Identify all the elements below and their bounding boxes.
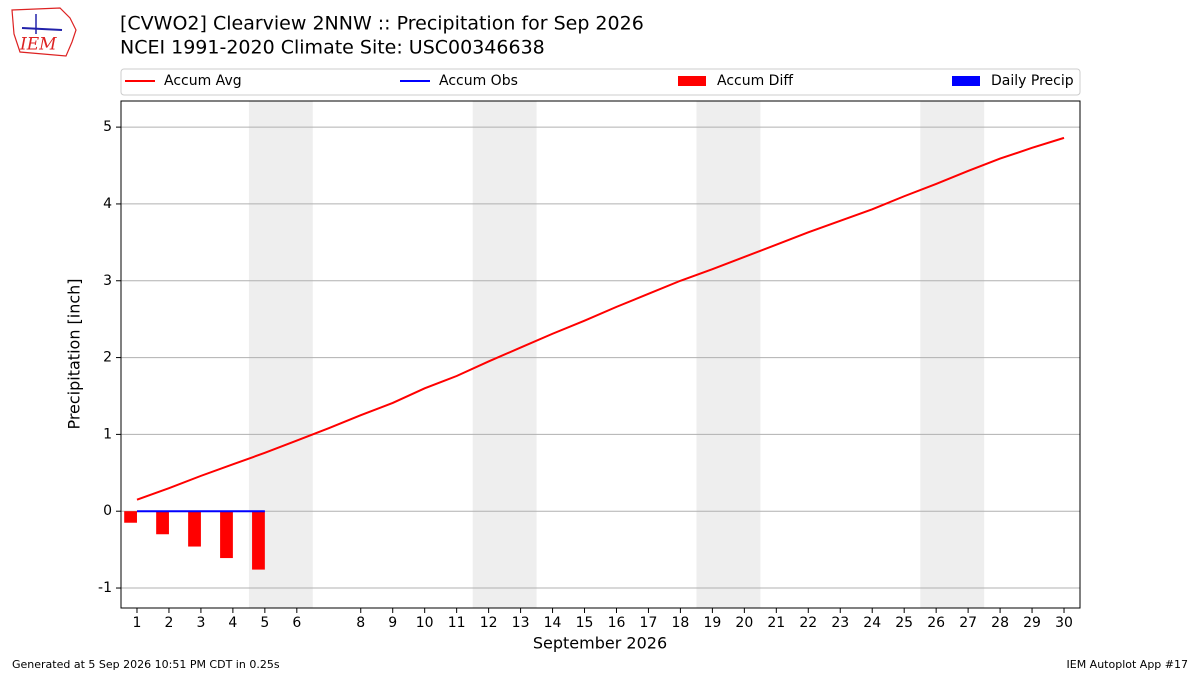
weekend-shading xyxy=(248,101,985,608)
y-tick-label: 0 xyxy=(103,503,112,519)
legend-label: Accum Avg xyxy=(164,73,242,89)
x-tick-label: 15 xyxy=(576,615,594,631)
x-tick-label: 11 xyxy=(448,615,466,631)
x-tick-label: 18 xyxy=(672,615,690,631)
x-tick-label: 25 xyxy=(895,615,913,631)
x-tick-label: 4 xyxy=(228,615,237,631)
x-tick-label: 22 xyxy=(799,615,817,631)
x-tick-label: 20 xyxy=(735,615,753,631)
footer-right: IEM Autoplot App #17 xyxy=(1067,658,1189,671)
x-tick-label: 3 xyxy=(196,615,205,631)
plot-frame xyxy=(120,100,1081,609)
x-tick-label: 16 xyxy=(608,615,626,631)
y-tick-label: 3 xyxy=(103,273,112,289)
x-tick-label: 10 xyxy=(416,615,434,631)
chart-title: [CVWO2] Clearview 2NNW :: Precipitation … xyxy=(120,13,644,35)
legend-swatch xyxy=(952,76,980,86)
x-tick-label: 30 xyxy=(1055,615,1073,631)
x-tick-label: 19 xyxy=(703,615,721,631)
logo: IEM xyxy=(11,7,77,57)
legend-label: Daily Precip xyxy=(991,73,1074,89)
x-axis-label: September 2026 xyxy=(533,634,667,653)
bar xyxy=(220,511,233,559)
x-tick-label: 8 xyxy=(356,615,365,631)
x-tick-label: 23 xyxy=(831,615,849,631)
x-tick-label: 27 xyxy=(959,615,977,631)
y-axis-label: Precipitation [inch] xyxy=(65,278,84,429)
footer-left: Generated at 5 Sep 2026 10:51 PM CDT in … xyxy=(12,658,280,671)
x-tick-label: 12 xyxy=(480,615,498,631)
x-tick-label: 26 xyxy=(927,615,945,631)
x-tick-label: 1 xyxy=(133,615,142,631)
x-tick-label: 21 xyxy=(767,615,785,631)
legend-label: Accum Diff xyxy=(717,73,793,89)
x-tick-label: 2 xyxy=(164,615,173,631)
line xyxy=(136,136,1065,501)
x-tick-label: 17 xyxy=(640,615,658,631)
bar xyxy=(188,511,201,547)
y-tick-label: 5 xyxy=(103,119,112,135)
chart-subtitle: NCEI 1991-2020 Climate Site: USC00346638 xyxy=(120,37,545,59)
x-tick-label: 28 xyxy=(991,615,1009,631)
x-tick-label: 14 xyxy=(544,615,562,631)
x-tick-label: 5 xyxy=(260,615,269,631)
x-tick-label: 6 xyxy=(292,615,301,631)
legend-swatch xyxy=(678,76,706,86)
y-tick-label: 2 xyxy=(103,350,112,366)
y-tick-label: 4 xyxy=(103,196,112,212)
legend-box xyxy=(120,68,1081,96)
x-tick-label: 13 xyxy=(512,615,530,631)
logo-text: IEM xyxy=(19,35,57,55)
y-tick-label: 1 xyxy=(103,426,112,442)
x-tick-label: 29 xyxy=(1023,615,1041,631)
y-tick-label: -1 xyxy=(98,580,112,596)
legend-label: Accum Obs xyxy=(439,73,518,89)
x-tick-label: 9 xyxy=(388,615,397,631)
x-tick-label: 24 xyxy=(863,615,881,631)
bar xyxy=(156,511,169,535)
bar xyxy=(252,511,265,570)
bar xyxy=(124,511,137,523)
